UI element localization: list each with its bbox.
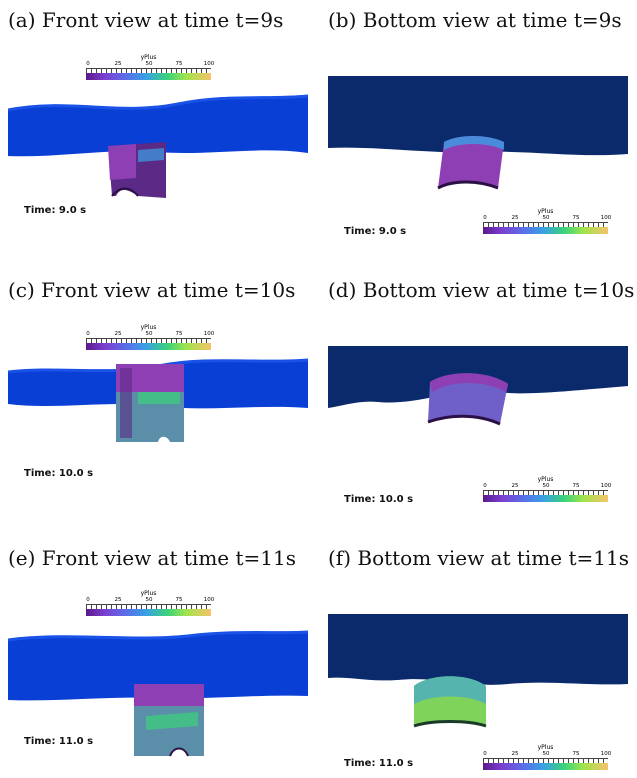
colorbar-tick: 0 [86, 597, 90, 603]
front-view-image [8, 308, 318, 488]
colorbar-tick: 75 [175, 61, 183, 67]
colorbar-tick: 25 [114, 331, 122, 337]
colorbar-ticks: 0 25 50 75 100 [86, 61, 214, 68]
colorbar-tick: 50 [145, 597, 153, 603]
time-label: Time: 11.0 s [344, 758, 414, 769]
colorbar-ticks: 0 25 50 75 100 [483, 751, 611, 758]
colorbar-gradient [483, 227, 608, 234]
colorbar-title: yPlus [140, 590, 157, 597]
colorbar-ticks: 0 25 50 75 100 [86, 597, 214, 604]
colorbar-tick: 50 [145, 61, 153, 67]
colorbar-tick: 25 [114, 597, 122, 603]
panel-caption: (a) Front view at time t=9s [8, 8, 284, 32]
panel-caption: (c) Front view at time t=10s [8, 278, 296, 302]
colorbar-gradient [86, 609, 211, 616]
colorbar-title: yPlus [537, 208, 554, 215]
colorbar-tick: 100 [203, 61, 215, 67]
colorbar: yPlus 0 25 50 75 100 [483, 744, 611, 770]
time-label: Time: 10.0 s [24, 468, 94, 479]
colorbar: yPlus 0 25 50 75 100 [483, 476, 611, 502]
panel-d: (d) Bottom view at time t=10s yPlus 0 25… [328, 278, 637, 518]
colorbar-title: yPlus [140, 54, 157, 61]
colorbar-title: yPlus [537, 744, 554, 751]
colorbar: yPlus 0 25 50 75 100 [86, 324, 214, 350]
colorbar-tick: 25 [114, 61, 122, 67]
colorbar-scale [483, 490, 608, 495]
colorbar: yPlus 0 25 50 75 100 [86, 54, 214, 80]
panel-c: (c) Front view at time t=10s yPlus 0 25 … [8, 278, 318, 518]
colorbar-title: yPlus [537, 476, 554, 483]
panel-b: (b) Bottom view at time t=9s yPlus 0 25 … [328, 8, 637, 258]
colorbar-tick: 100 [600, 483, 612, 489]
colorbar-scale [86, 68, 211, 73]
colorbar-ticks: 0 25 50 75 100 [86, 331, 214, 338]
bottom-view-image [328, 76, 637, 246]
colorbar-title: yPlus [140, 324, 157, 331]
colorbar-gradient [483, 495, 608, 502]
colorbar-gradient [86, 343, 211, 350]
colorbar-scale [86, 338, 211, 343]
colorbar-ticks: 0 25 50 75 100 [483, 483, 611, 490]
colorbar-tick: 0 [86, 331, 90, 337]
panel-a: (a) Front view at time t=9s yPlus 0 25 5… [8, 8, 318, 258]
colorbar: yPlus 0 25 50 75 100 [86, 590, 214, 616]
panel-caption: (b) Bottom view at time t=9s [328, 8, 622, 32]
colorbar-scale [86, 604, 211, 609]
front-view-image [8, 576, 318, 774]
time-label: Time: 9.0 s [24, 205, 87, 216]
colorbar-tick: 0 [483, 215, 487, 221]
colorbar-tick: 75 [572, 215, 580, 221]
panel-caption: (f) Bottom view at time t=11s [328, 546, 629, 570]
colorbar-tick: 25 [511, 483, 519, 489]
colorbar-scale [483, 222, 608, 227]
colorbar-tick: 50 [542, 751, 550, 757]
panel-e: (e) Front view at time t=11s yPlus 0 25 … [8, 546, 318, 774]
colorbar-tick: 100 [203, 597, 215, 603]
colorbar-tick: 75 [572, 483, 580, 489]
time-label: Time: 10.0 s [344, 494, 414, 505]
colorbar-tick: 100 [600, 751, 612, 757]
colorbar-tick: 75 [175, 597, 183, 603]
colorbar: yPlus 0 25 50 75 100 [483, 208, 611, 234]
colorbar-tick: 100 [600, 215, 612, 221]
panel-caption: (e) Front view at time t=11s [8, 546, 296, 570]
colorbar-tick: 50 [542, 483, 550, 489]
front-view-image [8, 38, 318, 233]
colorbar-tick: 0 [86, 61, 90, 67]
time-label: Time: 9.0 s [344, 226, 407, 237]
bottom-view-image [328, 346, 637, 516]
colorbar-tick: 25 [511, 215, 519, 221]
time-label: Time: 11.0 s [24, 736, 94, 747]
colorbar-tick: 0 [483, 751, 487, 757]
panel-f: (f) Bottom view at time t=11s yPlus 0 25… [328, 546, 637, 774]
colorbar-gradient [86, 73, 211, 80]
colorbar-tick: 0 [483, 483, 487, 489]
bottom-view-image [328, 614, 637, 774]
colorbar-tick: 75 [175, 331, 183, 337]
colorbar-tick: 25 [511, 751, 519, 757]
colorbar-tick: 100 [203, 331, 215, 337]
colorbar-tick: 50 [145, 331, 153, 337]
colorbar-scale [483, 758, 608, 763]
colorbar-gradient [483, 763, 608, 770]
panel-caption: (d) Bottom view at time t=10s [328, 278, 635, 302]
colorbar-tick: 75 [572, 751, 580, 757]
colorbar-ticks: 0 25 50 75 100 [483, 215, 611, 222]
colorbar-tick: 50 [542, 215, 550, 221]
